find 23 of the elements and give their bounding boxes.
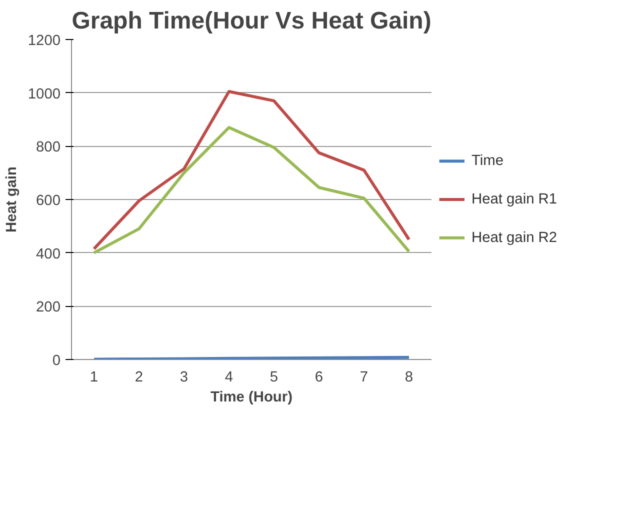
y-tick-label: 600 [36,193,61,209]
x-tick-label: 6 [314,370,324,386]
x-axis-title: Time (Hour) [210,390,293,406]
y-tick-label: 200 [36,300,61,316]
y-tick-label: 1200 [28,33,61,49]
legend-label: Heat gain R2 [472,230,558,246]
y-tick-label: 800 [36,140,61,156]
x-tick-label: 4 [224,370,234,386]
x-tick-label: 7 [360,370,368,386]
x-tick-label: 3 [180,370,188,386]
y-tick-label: 1000 [28,86,61,102]
legend-label: Heat gain R1 [472,192,558,208]
chart-title: Graph Time(Hour Vs Heat Gain) [72,8,432,34]
line-series [92,126,410,254]
y-tick-label: 400 [36,246,61,262]
x-tick-label: 8 [404,370,414,386]
x-tick-label: 5 [270,370,278,386]
legend-label: Time [472,153,504,170]
x-tick-label: 1 [90,370,98,386]
line-series [92,90,410,250]
y-axis-title: Heat gain [4,166,20,232]
x-tick-label: 2 [134,370,144,386]
y-tick-label: 0 [52,353,61,369]
